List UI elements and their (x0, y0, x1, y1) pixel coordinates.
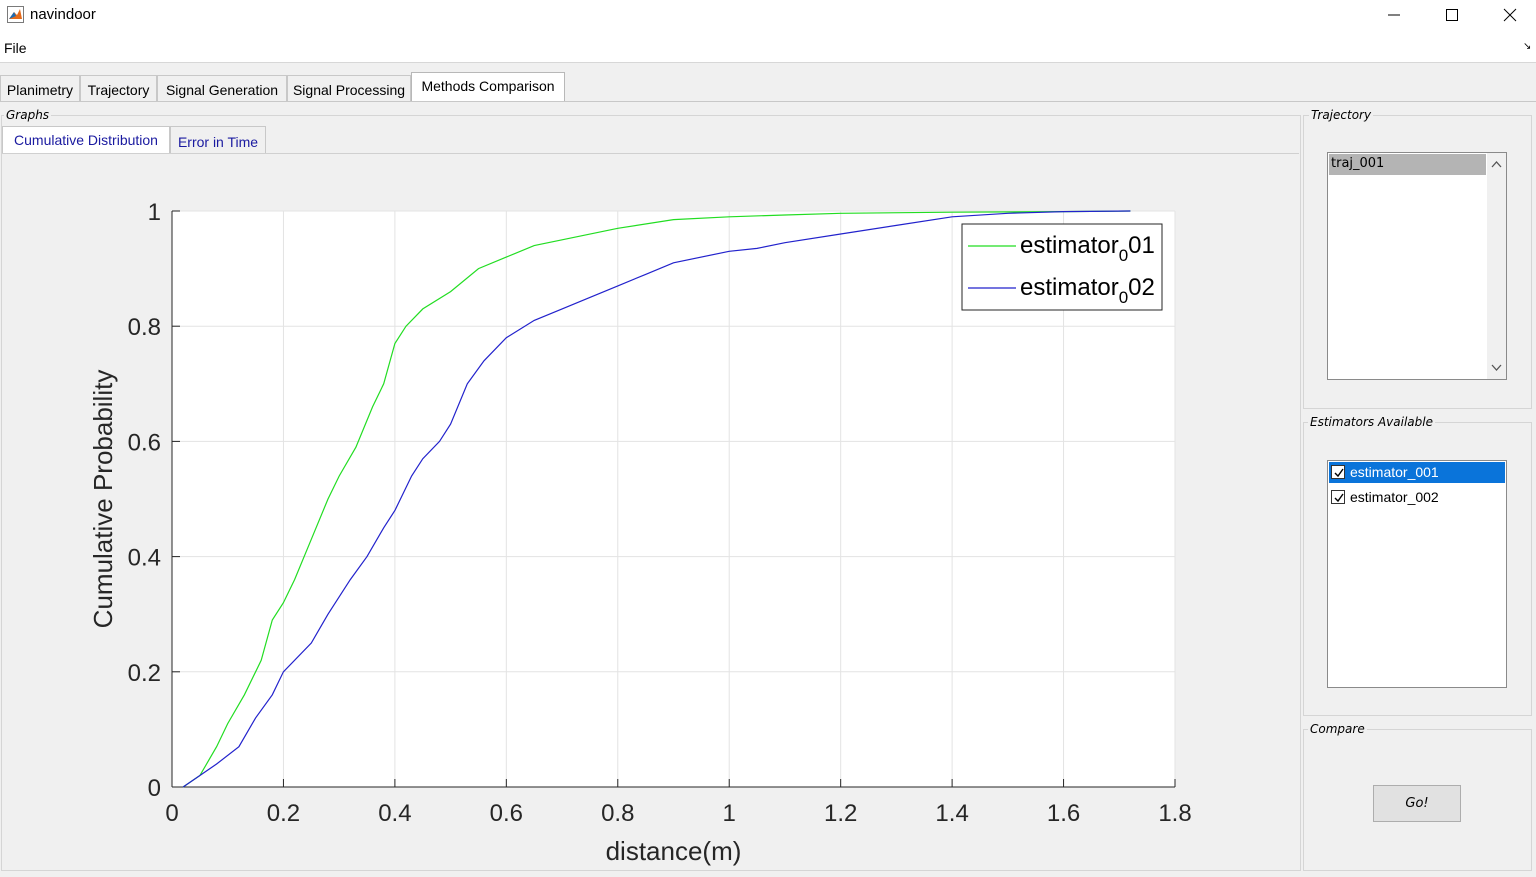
estimator-item[interactable]: estimator_002 (1329, 487, 1505, 508)
menu-bar: File ↘ (0, 31, 1536, 63)
legend-entry-1: estimator001 (1020, 232, 1155, 265)
graphs-group-label: Graphs (4, 108, 52, 122)
tab-error-in-time[interactable]: Error in Time (170, 126, 266, 153)
maximize-button[interactable] (1423, 0, 1481, 31)
legend-box (961, 223, 1163, 311)
estimator-checkbox[interactable] (1331, 465, 1345, 479)
estimator-label: estimator_001 (1350, 464, 1439, 480)
estimator-checkbox[interactable] (1331, 490, 1345, 504)
tab-trajectory[interactable]: Trajectory (80, 75, 157, 101)
tab-methods-comparison[interactable]: Methods Comparison (411, 72, 565, 101)
tab-cumulative-distribution[interactable]: Cumulative Distribution (2, 126, 170, 153)
menu-file[interactable]: File (4, 40, 27, 56)
trajectory-group (1303, 115, 1532, 409)
trajectory-listbox[interactable]: traj_001 (1327, 152, 1507, 380)
title-bar: navindoor (0, 0, 1536, 31)
y-tick-label: 0.6 (128, 429, 161, 456)
legend-entry-2: estimator002 (1020, 274, 1155, 307)
maximize-icon (1446, 9, 1458, 21)
compare-group (1303, 729, 1532, 871)
x-tick-label: 1.6 (1047, 800, 1080, 827)
x-tick-label: 0.8 (601, 800, 634, 827)
estimator-item[interactable]: estimator_001 (1329, 462, 1505, 483)
x-tick-label: 1.8 (1158, 800, 1191, 827)
tab-signal-generation[interactable]: Signal Generation (157, 75, 287, 101)
checkmark-icon (1334, 468, 1344, 478)
y-axis-label: Cumulative Probability (88, 370, 118, 629)
matlab-logo-icon (7, 6, 24, 23)
scroll-up-icon[interactable] (1487, 155, 1506, 174)
estimators-group-label: Estimators Available (1308, 415, 1435, 429)
estimator-label: estimator_002 (1350, 489, 1439, 505)
y-tick-label: 0.4 (128, 545, 161, 572)
toolbar-overflow-icon[interactable]: ↘ (1523, 41, 1532, 52)
graphs-group (1, 115, 1301, 871)
checkmark-icon (1334, 493, 1344, 503)
x-tick-label: 1 (723, 800, 736, 827)
window-title: navindoor (30, 6, 96, 23)
x-tick-label: 1.4 (935, 800, 968, 827)
x-tick-label: 0 (165, 800, 178, 827)
close-button[interactable] (1481, 0, 1536, 31)
graph-area: 0 0.2 0.4 0.6 0.8 1 1.2 1.4 1.6 1.8 0 0.2 0.4 0.6 0.8 1… (2, 153, 1299, 869)
series-line-2 (182, 210, 1131, 788)
y-tick-label: 0.8 (128, 314, 161, 341)
compare-group-label: Compare (1308, 722, 1367, 736)
scroll-down-icon[interactable] (1487, 358, 1506, 377)
x-tick-label: 0.4 (378, 800, 411, 827)
series-line-1 (182, 210, 1131, 788)
close-icon (1503, 8, 1517, 22)
x-tick-label: 0.6 (490, 800, 523, 827)
x-tick-label: 0.2 (267, 800, 300, 827)
minimize-button[interactable] (1365, 0, 1423, 31)
y-tick-label: 0.2 (128, 660, 161, 687)
tab-signal-processing[interactable]: Signal Processing (287, 75, 411, 101)
tab-planimetry[interactable]: Planimetry (0, 75, 80, 101)
x-tick-label: 1.2 (824, 800, 857, 827)
trajectory-item[interactable]: traj_001 (1329, 154, 1486, 175)
estimators-listbox[interactable]: estimator_001 estimator_002 (1327, 460, 1507, 688)
y-tick-label: 1 (148, 199, 161, 226)
trajectory-scrollbar[interactable] (1487, 153, 1506, 379)
trajectory-group-label: Trajectory (1309, 108, 1374, 122)
y-tick-label: 0 (148, 775, 161, 802)
go-button[interactable]: Go! (1373, 785, 1461, 822)
x-axis-label: distance(m) (606, 836, 742, 866)
minimize-icon (1388, 14, 1400, 16)
cdf-chart[interactable]: 0 0.2 0.4 0.6 0.8 1 1.2 1.4 1.6 1.8 0 0.2 0.4 0.6 0.8 1… (2, 154, 1299, 870)
